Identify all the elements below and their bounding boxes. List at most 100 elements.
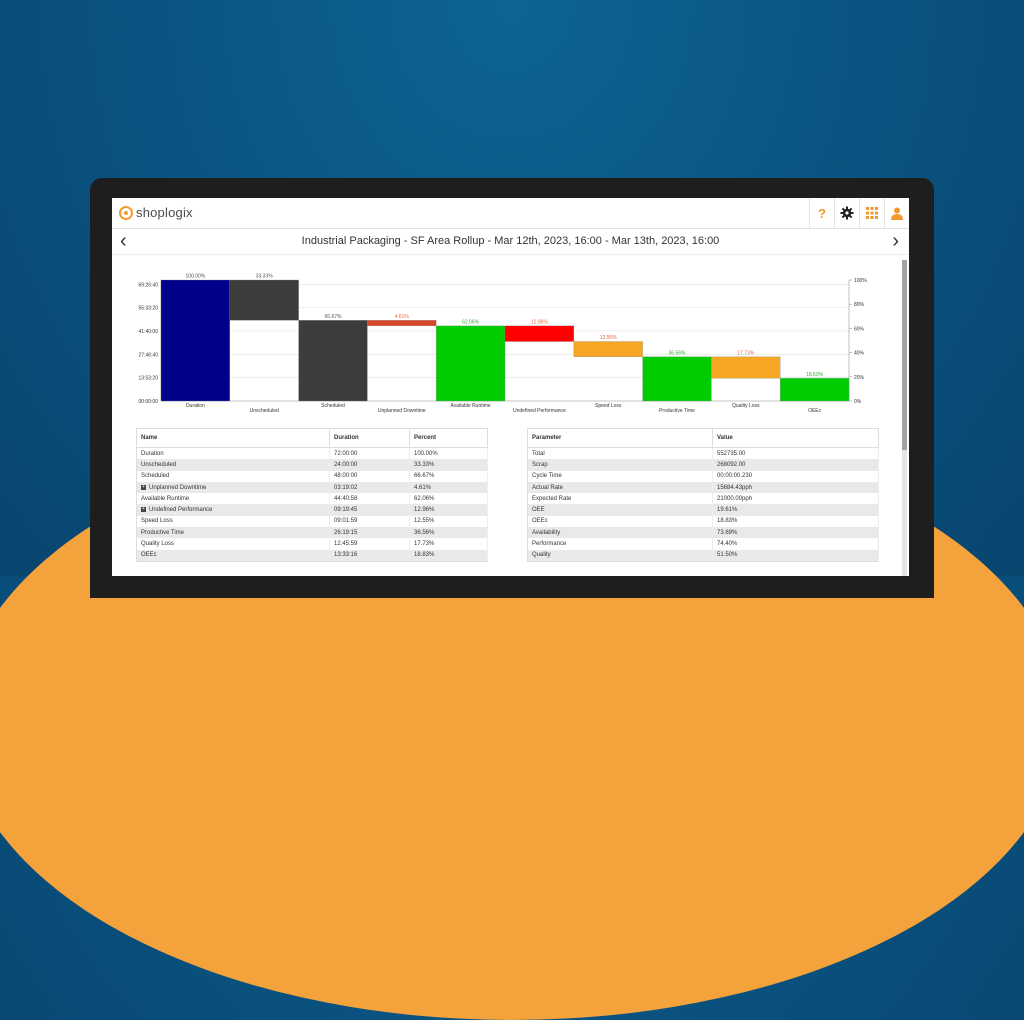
table-row[interactable]: Actual Rate 15684.43pph	[527, 481, 879, 494]
title-divider	[112, 254, 909, 255]
bar-value-label: 62.06%	[462, 319, 480, 325]
row-percent: 4.61%	[409, 481, 488, 494]
y2-tick-label: 60%	[854, 326, 865, 332]
settings-icon[interactable]	[834, 198, 859, 228]
y2-tick-label: 40%	[854, 351, 865, 357]
bar	[298, 320, 368, 402]
x-category-label: Productive Time	[659, 408, 695, 414]
row-duration: 44:40:58	[329, 493, 410, 505]
row-percent: 33.33%	[409, 459, 488, 471]
row-percent: 12.55%	[409, 515, 488, 528]
table-row[interactable]: Duration 72:00:00 100.00%	[136, 447, 488, 460]
table-row[interactable]: Scheduled 48:00:00 66.67%	[136, 470, 488, 482]
header-duration[interactable]: Duration	[329, 428, 410, 448]
row-name-cell: + Unplanned Downtime	[136, 481, 330, 494]
row-duration: 13:33:16	[329, 549, 410, 562]
expand-icon[interactable]: +	[141, 506, 146, 513]
y2-tick-label: 80%	[854, 302, 865, 308]
user-icon[interactable]	[884, 198, 909, 228]
duration-table: Name Duration Percent Duration 72:00:00 10…	[136, 428, 488, 562]
row-percent: 100.00%	[409, 447, 488, 460]
x-category-label: Speed Loss	[595, 403, 622, 409]
table-row[interactable]: OEEc 18.83%	[527, 515, 879, 528]
row-name-cell: Unscheduled	[136, 459, 330, 471]
app-screen: shoplogix ?	[112, 198, 909, 576]
row-parameter: Total	[527, 447, 713, 460]
table-row[interactable]: OEEc 13:33:16 18.83%	[136, 549, 488, 562]
row-name: Speed Loss	[141, 518, 173, 525]
bar	[573, 341, 643, 357]
bar	[229, 279, 299, 321]
x-category-label: Unscheduled	[250, 408, 279, 414]
table-row[interactable]: Unscheduled 24:00:00 33.33%	[136, 459, 488, 471]
row-value: 00:00:00.230	[712, 470, 879, 482]
next-arrow-icon[interactable]: ›	[892, 230, 899, 252]
row-parameter: Actual Rate	[527, 481, 713, 494]
bar-value-label: 12.55%	[600, 335, 618, 341]
bar	[436, 325, 506, 402]
y-tick-label: 41:40:00	[139, 329, 159, 335]
x-category-label: OEEc	[808, 408, 822, 414]
row-value: 15684.43pph	[712, 481, 879, 494]
bar	[504, 325, 574, 342]
row-name-cell: Quality Loss	[136, 538, 330, 550]
expand-icon[interactable]: +	[141, 483, 146, 490]
bar-value-label: 100.00%	[186, 274, 206, 280]
row-parameter: OEE	[527, 504, 713, 516]
bar-value-label: 66.67%	[325, 314, 343, 320]
table-row[interactable]: + Undefined Performance 09:19:45 12.96%	[136, 504, 488, 516]
row-parameter: Availability	[527, 527, 713, 539]
scrollbar-thumb[interactable]	[902, 260, 907, 450]
header-value[interactable]: Value	[712, 428, 879, 448]
table-row[interactable]: Performance 74.40%	[527, 538, 879, 550]
bar-value-label: 12.96%	[531, 319, 549, 325]
row-name-cell: Productive Time	[136, 527, 330, 539]
x-category-label: Quality Loss	[732, 403, 760, 409]
table-row[interactable]: Availability 73.69%	[527, 527, 879, 539]
table-row[interactable]: Speed Loss 09:01:59 12.55%	[136, 515, 488, 528]
waterfall-chart: 00:00:00 13:53:20 27:46:40 41:40:00 55:33:20…	[139, 274, 868, 415]
bar	[711, 356, 781, 379]
table-row[interactable]: Cycle Time 00:00:00.230	[527, 470, 879, 482]
y-tick-label: 00:00:00	[139, 399, 159, 405]
x-category-label: Scheduled	[321, 403, 345, 409]
row-percent: 17.73%	[409, 538, 488, 550]
table-row[interactable]: Expected Rate 21000.00pph	[527, 493, 879, 505]
previous-arrow-icon[interactable]: ‹	[120, 230, 127, 252]
header-name[interactable]: Name	[136, 428, 330, 448]
row-duration: 26:19:15	[329, 527, 410, 539]
table-row[interactable]: Quality 51.50%	[527, 549, 879, 562]
header-parameter[interactable]: Parameter	[527, 428, 713, 448]
row-percent: 62.06%	[409, 493, 488, 505]
table-row[interactable]: Available Runtime 44:40:58 62.06%	[136, 493, 488, 505]
row-percent: 66.67%	[409, 470, 488, 482]
row-percent: 12.96%	[409, 504, 488, 516]
bar-value-label: 17.73%	[737, 350, 755, 356]
row-name-cell: Available Runtime	[136, 493, 330, 505]
table-row[interactable]: Quality Loss 12:45:59 17.73%	[136, 538, 488, 550]
table-row[interactable]: OEE 19.61%	[527, 504, 879, 516]
bar-value-label: 18.60%	[806, 372, 824, 378]
apps-grid-icon[interactable]	[859, 198, 884, 228]
row-value: 74.40%	[712, 538, 879, 550]
row-name: Undefined Performance	[149, 507, 213, 514]
table-row[interactable]: + Unplanned Downtime 03:19:02 4.61%	[136, 481, 488, 494]
row-name-cell: Duration	[136, 447, 330, 460]
bar	[642, 356, 712, 402]
row-name: OEEc	[141, 552, 157, 559]
row-parameter: Quality	[527, 549, 713, 562]
row-duration: 12:45:59	[329, 538, 410, 550]
table-row[interactable]: Scrap 268092.00	[527, 459, 879, 471]
row-value: 73.69%	[712, 527, 879, 539]
bar	[367, 320, 437, 327]
brand-logo[interactable]: shoplogix	[119, 205, 193, 220]
header-percent[interactable]: Percent	[409, 428, 488, 448]
table-row[interactable]: Productive Time 26:19:15 36.56%	[136, 527, 488, 539]
row-parameter: OEEc	[527, 515, 713, 528]
table-row[interactable]: Total 552735.00	[527, 447, 879, 460]
y2-tick-label: 0%	[854, 399, 862, 405]
help-icon[interactable]: ?	[809, 198, 834, 228]
x-category-label: Undefined Performance	[513, 408, 566, 414]
row-name-cell: Scheduled	[136, 470, 330, 482]
row-name: Unscheduled	[141, 461, 177, 468]
